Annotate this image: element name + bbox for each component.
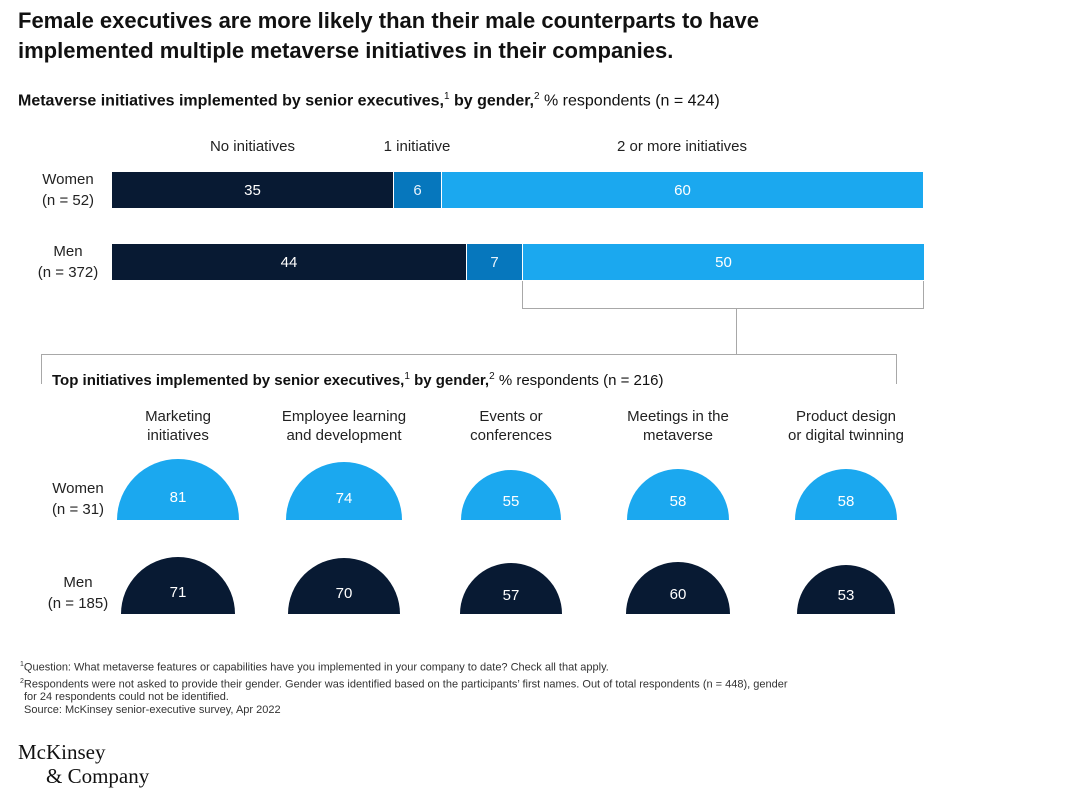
bar-segment: 35 xyxy=(112,172,393,208)
footnote-2-text: Respondents were not asked to provide th… xyxy=(23,678,788,691)
bar-segment: 6 xyxy=(393,172,441,208)
chart1-footnote-ref-1: 1 xyxy=(443,91,450,102)
row-label-name: Women xyxy=(42,171,94,188)
row-label-n: (n = 372) xyxy=(37,264,99,281)
dome-row-label-name: Men xyxy=(63,574,93,591)
segment-label: No initiatives xyxy=(209,138,296,155)
semicircle-mark: 57 xyxy=(460,563,562,614)
chart2-footnote-ref-2: 2 xyxy=(489,371,495,382)
bar-segment: 60 xyxy=(441,172,923,208)
footnote-2-cont: for 24 respondents could not be identifi… xyxy=(20,691,788,704)
bracket-right-tick xyxy=(923,281,924,308)
chart2-title-by: by gender, xyxy=(409,372,490,389)
row-label-name: Men xyxy=(53,243,83,260)
panel-right-tick xyxy=(896,354,897,384)
chart1-title-by: by gender, xyxy=(449,92,534,110)
panel-left-tick xyxy=(41,354,42,384)
source-note: Source: McKinsey senior-executive survey… xyxy=(20,704,788,717)
footnote-2-marker: 2 xyxy=(20,677,24,685)
chart1-footnote-ref-2: 2 xyxy=(534,91,540,102)
row-label-n: (n = 52) xyxy=(41,192,95,209)
semicircle-mark: 71 xyxy=(121,557,235,614)
footnote-1: 1Question: What metaverse features or ca… xyxy=(20,658,788,675)
dome-row-label-name: Women xyxy=(52,480,104,497)
chart1-unit: % respondents (n = 424) xyxy=(539,92,720,110)
bracket-bottom-line xyxy=(522,308,924,309)
initiative-label: Events or conferences xyxy=(470,408,552,444)
footnotes: 1Question: What metaverse features or ca… xyxy=(20,658,788,717)
bar-segment: 44 xyxy=(112,244,466,280)
segment-label: 1 initiative xyxy=(383,138,451,155)
footnote-2: 2Respondents were not asked to provide t… xyxy=(20,675,788,692)
dome-row-label-n: (n = 185) xyxy=(47,595,109,612)
semicircle-mark: 70 xyxy=(288,558,400,614)
headline: Female executives are more likely than t… xyxy=(18,8,759,63)
bar-segment: 7 xyxy=(466,244,522,280)
dome-row-label-women: Women (n = 31) xyxy=(30,478,126,520)
semicircle-mark: 81 xyxy=(117,459,239,520)
semicircle-mark: 53 xyxy=(797,565,895,614)
source-text: Source: McKinsey senior-executive survey… xyxy=(24,704,281,717)
chart2-subtitle: Top initiatives implemented by senior ex… xyxy=(52,371,664,389)
semicircle-mark: 60 xyxy=(626,562,730,614)
footnote-2-cont-text: for 24 respondents could not be identifi… xyxy=(24,691,229,704)
semicircle-mark: 74 xyxy=(286,462,402,520)
initiative-label: Marketing initiatives xyxy=(145,408,211,444)
segment-label: 2 or more initiatives xyxy=(616,138,748,155)
row-label-women: Women (n = 52) xyxy=(20,169,116,211)
mckinsey-logo: McKinsey & Company xyxy=(18,740,149,788)
chart1-title: Metaverse initiatives implemented by sen… xyxy=(18,92,444,110)
semicircle-mark: 58 xyxy=(627,469,729,520)
logo-line-1: McKinsey xyxy=(18,740,106,764)
initiative-label: Product design or digital twinning xyxy=(788,408,904,444)
chart2-footnote-ref-1: 1 xyxy=(404,371,410,382)
logo-line-2: & Company xyxy=(46,764,150,788)
panel-top-line xyxy=(41,354,897,355)
bracket-left-tick xyxy=(522,281,523,308)
bracket-connector xyxy=(736,308,737,354)
chart2-unit: % respondents (n = 216) xyxy=(494,372,664,389)
row-label-men: Men (n = 372) xyxy=(20,241,116,283)
semicircle-mark: 58 xyxy=(795,469,897,520)
initiative-label: Meetings in the metaverse xyxy=(627,408,729,444)
footnote-1-text: Question: What metaverse features or cap… xyxy=(23,661,609,674)
dome-row-label-men: Men (n = 185) xyxy=(30,572,126,614)
chart2-title: Top initiatives implemented by senior ex… xyxy=(52,372,405,389)
footnote-1-marker: 1 xyxy=(20,661,24,668)
bar-segment: 50 xyxy=(522,244,924,280)
initiative-label: Employee learning and development xyxy=(281,408,407,444)
chart1-subtitle: Metaverse initiatives implemented by sen… xyxy=(18,91,720,110)
dome-row-label-n: (n = 31) xyxy=(51,501,105,518)
semicircle-mark: 55 xyxy=(461,470,561,520)
